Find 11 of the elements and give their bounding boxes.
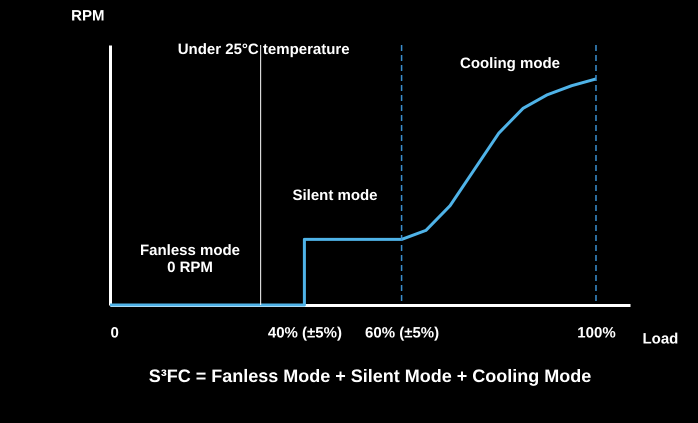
y-axis-title: RPM xyxy=(71,8,104,24)
annotation: Fanless mode 0 RPM xyxy=(140,242,240,276)
x-tick-label: 100% xyxy=(577,324,616,342)
x-axis-title: Load xyxy=(642,330,678,348)
x-tick-label: 60% (±5%) xyxy=(365,324,440,342)
annotation: Silent mode xyxy=(292,187,378,204)
x-tick-label: 40% (±5%) xyxy=(268,324,342,342)
text: S³FC = Fanless Mode + Silent Mode + Cooling Mode xyxy=(148,366,592,386)
text: Cooling mode xyxy=(460,55,560,72)
x-tick-label: 0 xyxy=(110,324,119,342)
ref-line-label: Under 25°C temperature xyxy=(178,41,350,58)
